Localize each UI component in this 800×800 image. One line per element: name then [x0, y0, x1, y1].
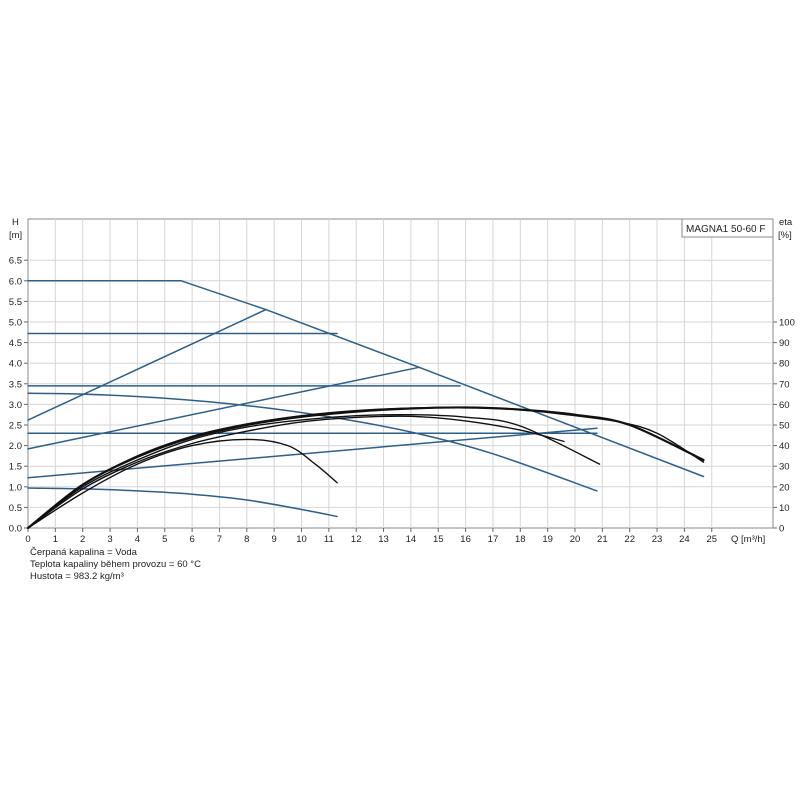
x-tick-label: 17 [488, 534, 499, 545]
x-tick-label: 22 [624, 534, 635, 545]
efficiency-curve-4 [27, 415, 565, 529]
y2-axis-title: eta [779, 217, 793, 228]
y-axis: 0.0 0.5 1.0 1.5 2.0 2.5 3.0 3.5 4.0 4.5 5.0 5.5 6.0 6… [9, 256, 28, 535]
x-tick-label: 12 [351, 534, 362, 545]
x-tick-label: 23 [652, 534, 663, 545]
grid [28, 219, 773, 528]
y2-tick-label: 90 [779, 338, 790, 349]
x-axis: 0 1 2 3 4 5 6 7 8 9 10 11 12 13 14 15 16 17 18 19 20 21 22 23 24… [25, 528, 717, 545]
y2-axis: 0 10 20 30 40 50 60 70 80 90 100 [773, 318, 795, 535]
x-tick-label: 0 [25, 534, 30, 545]
y-tick-label: 6.0 [9, 276, 22, 287]
plot-area [27, 218, 774, 529]
y-tick-label: 2.0 [9, 441, 22, 452]
y-tick-label: 4.5 [9, 338, 22, 349]
y-axis-unit: [m] [9, 230, 22, 241]
x-tick-label: 4 [135, 534, 140, 545]
x-tick-label: 9 [272, 534, 277, 545]
y-axis-title: H [12, 217, 19, 228]
y-tick-label: 6.5 [9, 256, 22, 267]
x-tick-label: 24 [679, 534, 690, 545]
y-tick-label: 1.5 [9, 462, 22, 473]
x-tick-label: 19 [542, 534, 553, 545]
y-tick-label: 4.0 [9, 359, 22, 370]
y2-tick-label: 30 [779, 462, 790, 473]
x-tick-label: 13 [378, 534, 389, 545]
x-tick-label: 18 [515, 534, 526, 545]
y-tick-label: 1.0 [9, 482, 22, 493]
y2-tick-label: 40 [779, 441, 790, 452]
x-tick-label: 8 [244, 534, 249, 545]
performance-curve-5 [27, 308, 267, 421]
y2-tick-label: 80 [779, 359, 790, 370]
y2-tick-label: 20 [779, 482, 790, 493]
x-tick-label: 15 [433, 534, 444, 545]
y-tick-label: 5.0 [9, 318, 22, 329]
performance-curve-7 [27, 427, 598, 479]
y2-tick-label: 60 [779, 400, 790, 411]
y2-tick-label: 70 [779, 379, 790, 390]
note-temperature: Teplota kapaliny během provozu = 60 °C [30, 559, 201, 570]
y-tick-label: 2.5 [9, 421, 22, 432]
x-axis-title: Q [m³/h] [731, 534, 765, 545]
y-tick-label: 0.5 [9, 503, 22, 514]
y-tick-label: 3.5 [9, 379, 22, 390]
series [26, 280, 705, 530]
x-tick-label: 3 [107, 534, 112, 545]
x-tick-label: 5 [162, 534, 167, 545]
chart-title: MAGNA1 50-60 F [686, 224, 765, 235]
x-tick-label: 20 [570, 534, 581, 545]
y-tick-label: 0.0 [9, 524, 22, 535]
note-density: Hustota = 983.2 kg/m³ [30, 571, 124, 582]
y-tick-label: 3.0 [9, 400, 22, 411]
efficiency-curve-5 [27, 438, 338, 529]
efficiency-curve-3 [27, 413, 601, 529]
note-fluid: Čerpaná kapalina = Voda [30, 547, 137, 558]
y2-tick-label: 100 [779, 318, 795, 329]
efficiency-curve-2 [27, 406, 705, 529]
x-tick-label: 14 [406, 534, 417, 545]
y2-tick-label: 50 [779, 421, 790, 432]
x-tick-label: 6 [189, 534, 194, 545]
y2-axis-unit: [%] [778, 230, 792, 241]
x-tick-label: 10 [296, 534, 307, 545]
x-tick-label: 11 [324, 534, 334, 545]
x-tick-label: 1 [53, 534, 58, 545]
x-tick-label: 2 [80, 534, 85, 545]
x-tick-label: 21 [597, 534, 608, 545]
y2-tick-label: 0 [779, 524, 784, 535]
x-tick-label: 16 [460, 534, 471, 545]
title-box [681, 218, 774, 238]
y2-tick-label: 10 [779, 503, 790, 514]
y-tick-label: 5.5 [9, 297, 22, 308]
efficiency-curve-1 [26, 406, 705, 530]
x-tick-label: 25 [706, 534, 717, 545]
performance-curve-8 [27, 392, 598, 492]
performance-curve-6 [27, 366, 420, 450]
x-tick-label: 7 [217, 534, 222, 545]
